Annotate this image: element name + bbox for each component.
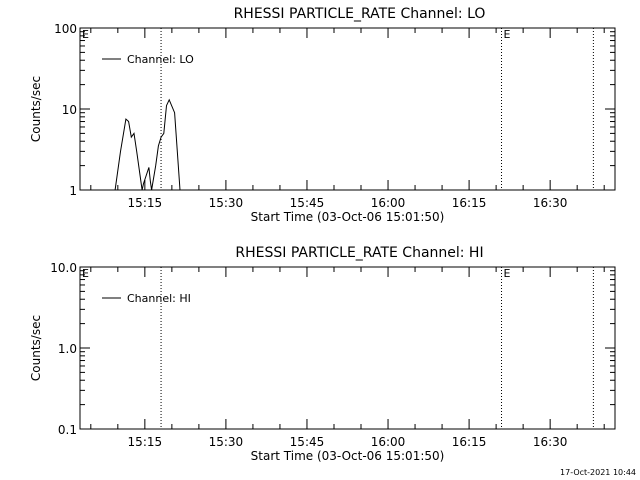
x-axis-label: Start Time (03-Oct-06 15:01:50) — [251, 210, 445, 224]
x-axis-label: Start Time (03-Oct-06 15:01:50) — [251, 449, 445, 463]
panel-lo: RHESSI PARTICLE_RATE Channel: LO 1 10 100 15… — [29, 6, 616, 224]
chart-title: RHESSI PARTICLE_RATE Channel: HI — [235, 245, 483, 261]
chart-title: RHESSI PARTICLE_RATE Channel: LO — [234, 6, 486, 22]
x-tick-label: 15:30 — [209, 196, 244, 210]
x-tick-label: 16:30 — [533, 196, 568, 210]
panel-hi: RHESSI PARTICLE_RATE Channel: HI 0.1 1.0 10… — [29, 245, 616, 463]
y-tick-label: 10.0 — [50, 261, 77, 275]
y-tick-label: 0.1 — [58, 423, 77, 437]
x-tick-label: 15:45 — [290, 196, 325, 210]
event-marker: E — [504, 267, 511, 280]
y-tick-label: 10 — [62, 103, 77, 117]
y-tick-label: 100 — [54, 22, 77, 36]
x-tick-label: 15:15 — [128, 435, 163, 449]
legend-entry: Channel: LO — [127, 53, 194, 66]
x-tick-label: 15:15 — [128, 196, 163, 210]
y-axis-label: Counts/sec — [29, 315, 43, 381]
x-tick-label: 15:30 — [209, 435, 244, 449]
x-tick-label: 16:15 — [452, 196, 487, 210]
y-axis-label: Counts/sec — [29, 76, 43, 142]
y-tick-label: 1.0 — [58, 342, 77, 356]
x-tick-label: 16:15 — [452, 435, 487, 449]
legend-entry: Channel: HI — [127, 292, 191, 305]
x-tick-label: 16:00 — [371, 435, 406, 449]
event-marker: E — [82, 267, 89, 280]
x-tick-label: 16:30 — [533, 435, 568, 449]
y-tick-label: 1 — [69, 184, 77, 198]
x-tick-label: 15:45 — [290, 435, 325, 449]
x-tick-label: 16:00 — [371, 196, 406, 210]
series-line-0 — [114, 98, 181, 191]
timestamp: 17-Oct-2021 10:44 — [560, 468, 636, 477]
event-marker: E — [504, 28, 511, 41]
event-marker: E — [82, 28, 89, 41]
